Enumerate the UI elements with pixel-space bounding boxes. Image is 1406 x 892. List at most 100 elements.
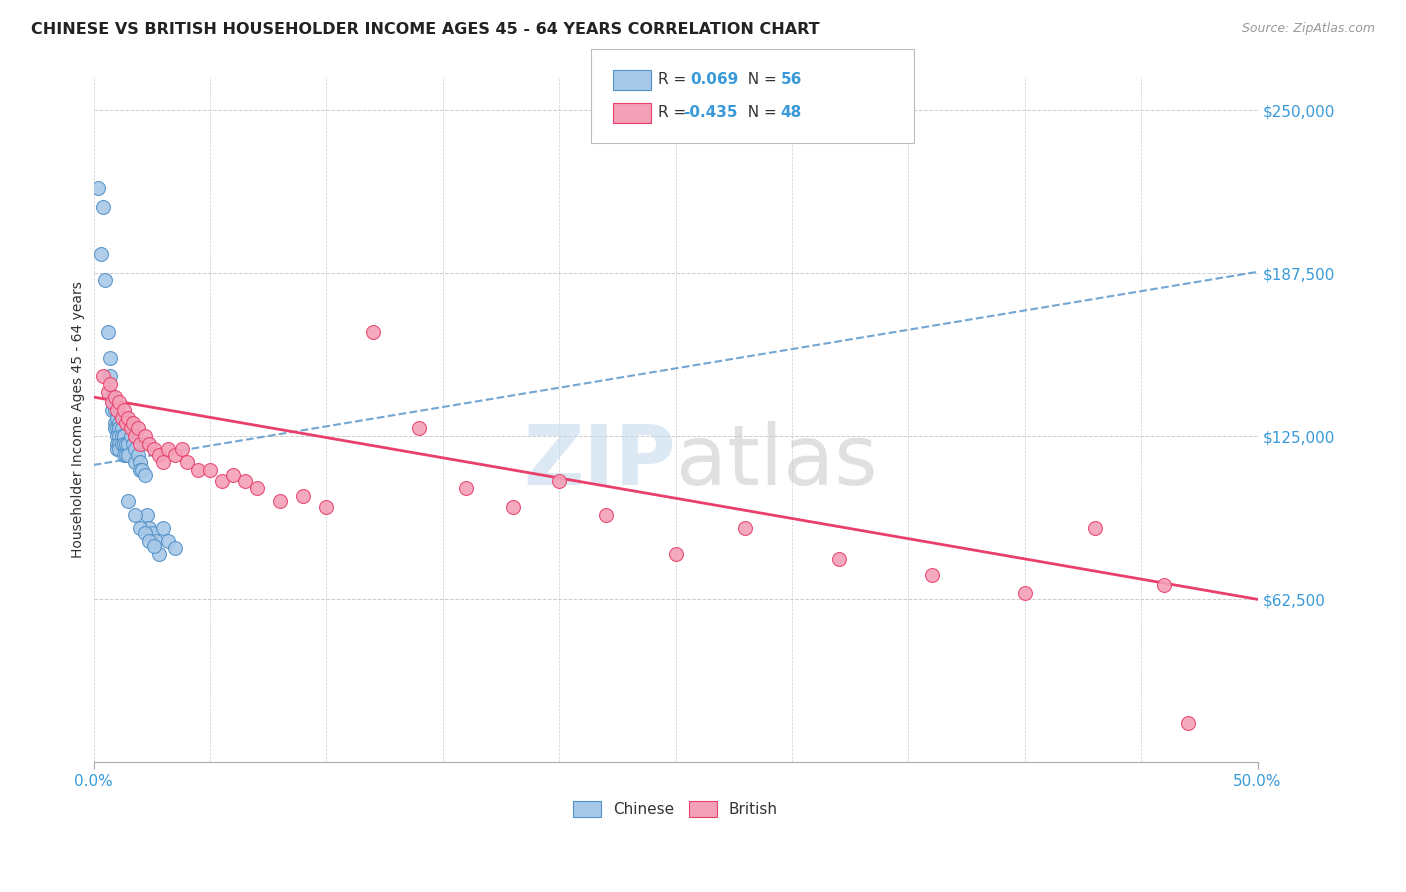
- Point: [138, 533, 160, 548]
- Point: [1153, 578, 1175, 592]
- Point: [141, 525, 163, 540]
- Point: [1177, 716, 1199, 731]
- Point: [134, 525, 156, 540]
- Point: [108, 416, 131, 430]
- Point: [198, 463, 221, 477]
- Text: 48: 48: [780, 105, 801, 120]
- Point: [315, 500, 337, 514]
- Point: [115, 437, 138, 451]
- Point: [117, 411, 139, 425]
- Point: [127, 421, 149, 435]
- Text: -0.435: -0.435: [683, 105, 738, 120]
- Point: [124, 508, 146, 522]
- Point: [129, 455, 152, 469]
- Point: [110, 411, 132, 425]
- Point: [143, 442, 166, 457]
- Point: [110, 421, 132, 435]
- Point: [117, 494, 139, 508]
- Text: atlas: atlas: [675, 420, 877, 501]
- Point: [152, 455, 174, 469]
- Point: [361, 325, 384, 339]
- Point: [408, 421, 430, 435]
- Point: [921, 567, 943, 582]
- Point: [96, 384, 118, 399]
- Point: [108, 442, 131, 457]
- Point: [91, 200, 114, 214]
- Point: [222, 468, 245, 483]
- Point: [105, 411, 128, 425]
- Point: [110, 437, 132, 451]
- Point: [105, 429, 128, 443]
- Point: [110, 429, 132, 443]
- Legend: Chinese, British: Chinese, British: [567, 795, 785, 823]
- Point: [122, 437, 145, 451]
- Point: [101, 403, 124, 417]
- Point: [94, 273, 117, 287]
- Point: [157, 442, 180, 457]
- Point: [105, 437, 128, 451]
- Point: [127, 448, 149, 462]
- Point: [105, 421, 128, 435]
- Point: [108, 421, 131, 435]
- Point: [734, 520, 756, 534]
- Point: [90, 246, 112, 260]
- Point: [87, 181, 110, 195]
- Point: [170, 442, 193, 457]
- Text: R =: R =: [658, 105, 692, 120]
- Point: [211, 474, 233, 488]
- Point: [112, 448, 135, 462]
- Text: 56: 56: [780, 72, 801, 87]
- Point: [98, 377, 121, 392]
- Point: [292, 489, 315, 503]
- Point: [152, 520, 174, 534]
- Text: Source: ZipAtlas.com: Source: ZipAtlas.com: [1241, 22, 1375, 36]
- Point: [136, 508, 159, 522]
- Point: [103, 390, 125, 404]
- Text: N =: N =: [738, 72, 782, 87]
- Text: CHINESE VS BRITISH HOUSEHOLDER INCOME AGES 45 - 64 YEARS CORRELATION CHART: CHINESE VS BRITISH HOUSEHOLDER INCOME AG…: [31, 22, 820, 37]
- Point: [120, 416, 142, 430]
- Point: [138, 437, 160, 451]
- Point: [120, 429, 142, 443]
- Point: [1014, 586, 1036, 600]
- Point: [502, 500, 524, 514]
- Point: [131, 463, 153, 477]
- Point: [115, 416, 138, 430]
- Point: [595, 508, 617, 522]
- Point: [134, 468, 156, 483]
- Point: [98, 351, 121, 365]
- Point: [105, 442, 128, 457]
- Point: [124, 442, 146, 457]
- Point: [117, 437, 139, 451]
- Point: [187, 463, 209, 477]
- Text: 0.069: 0.069: [690, 72, 738, 87]
- Y-axis label: Householder Income Ages 45 - 64 years: Householder Income Ages 45 - 64 years: [72, 282, 86, 558]
- Point: [101, 390, 124, 404]
- Point: [143, 539, 166, 553]
- Text: ZIP: ZIP: [523, 420, 675, 501]
- Point: [138, 520, 160, 534]
- Point: [269, 494, 291, 508]
- Point: [105, 403, 128, 417]
- Point: [103, 403, 125, 417]
- Point: [157, 533, 180, 548]
- Point: [120, 421, 142, 435]
- Point: [548, 474, 571, 488]
- Point: [96, 325, 118, 339]
- Point: [108, 437, 131, 451]
- Point: [103, 421, 125, 435]
- Point: [129, 463, 152, 477]
- Point: [134, 429, 156, 443]
- Point: [112, 429, 135, 443]
- Point: [101, 395, 124, 409]
- Point: [129, 520, 152, 534]
- Point: [117, 448, 139, 462]
- Point: [165, 448, 187, 462]
- Point: [454, 482, 477, 496]
- Point: [129, 437, 152, 451]
- Point: [176, 455, 198, 469]
- Point: [115, 448, 138, 462]
- Point: [145, 533, 167, 548]
- Point: [148, 448, 170, 462]
- Point: [108, 429, 131, 443]
